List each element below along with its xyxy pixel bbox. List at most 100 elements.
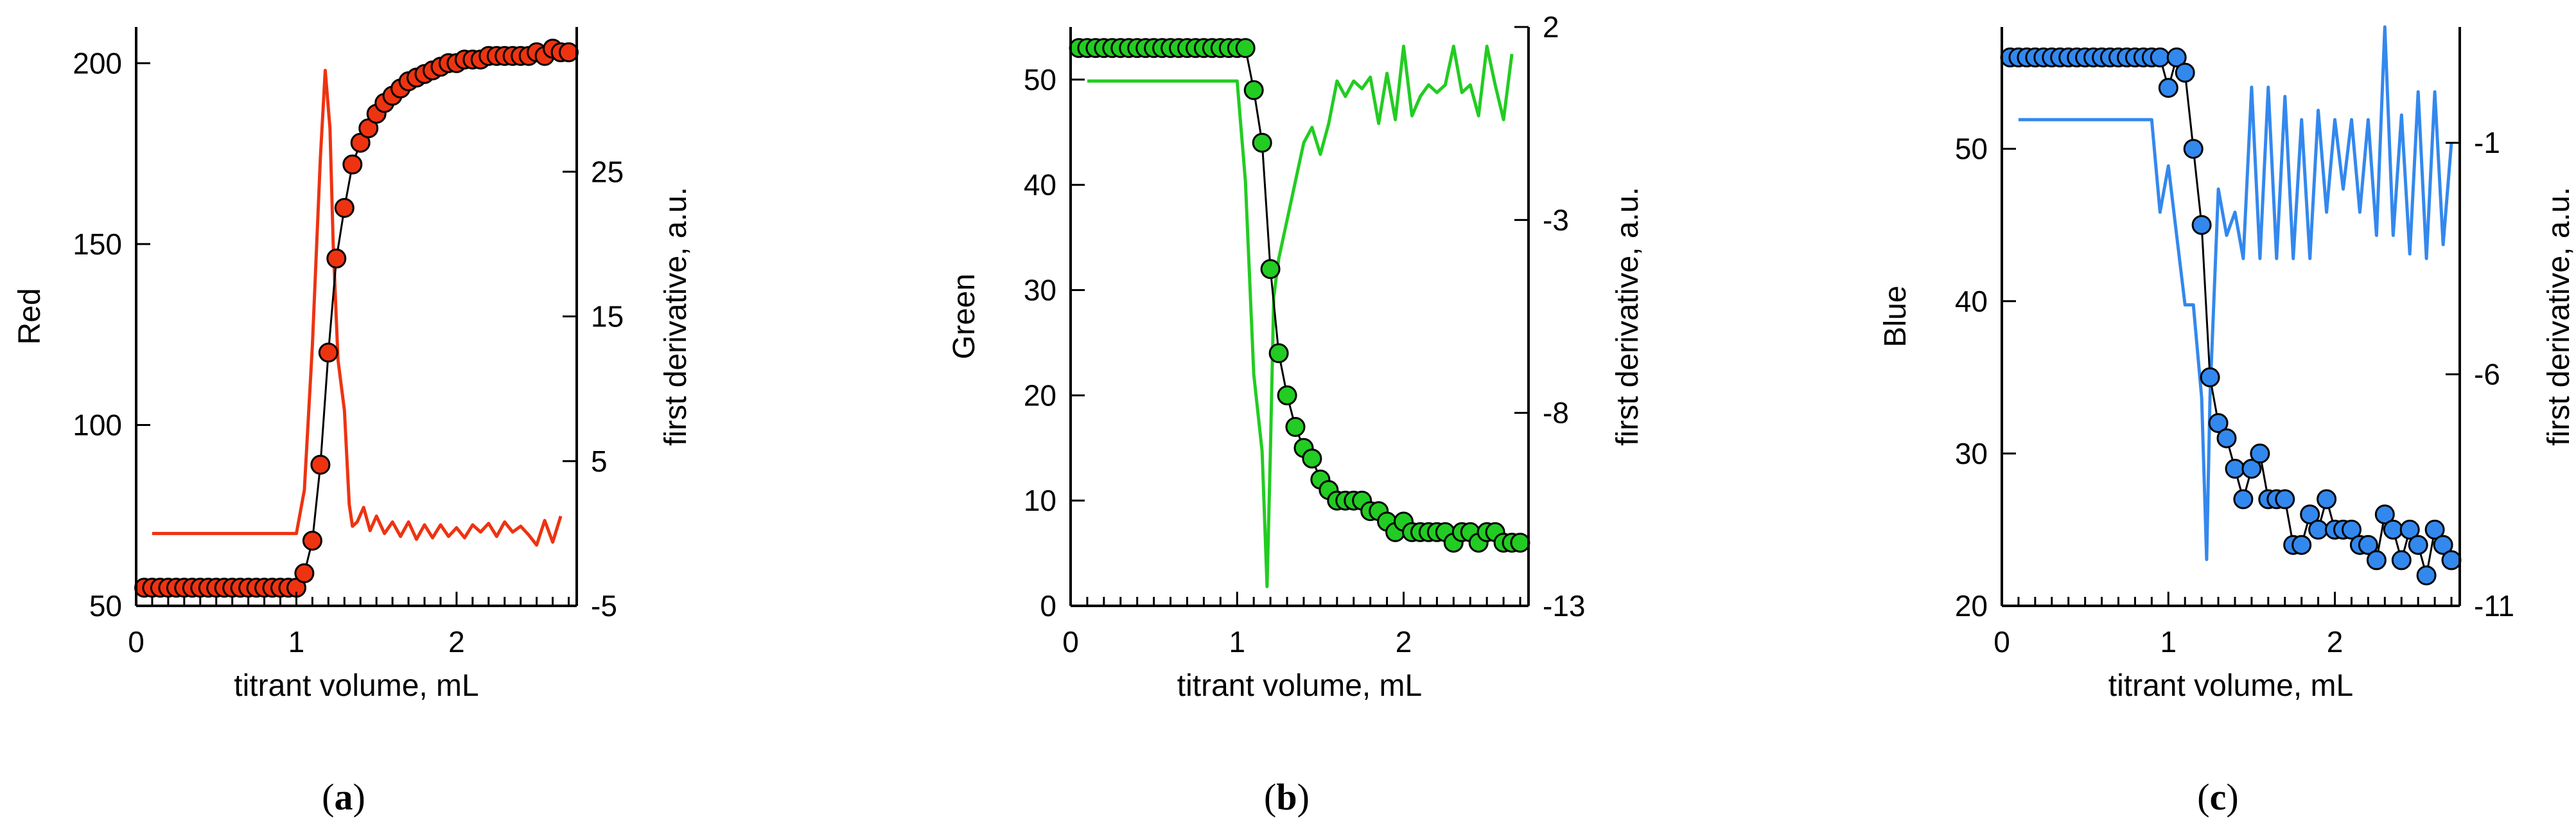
data-point (1277, 385, 1297, 405)
y2-tick-label: -6 (2474, 358, 2500, 391)
y-tick-label: 50 (89, 589, 122, 623)
data-point (2441, 550, 2462, 571)
x-axis-title: titrant volume, mL (1177, 669, 1422, 703)
y2-axis-title: first derivative, a.u. (2542, 187, 2576, 446)
data-point (2183, 139, 2204, 159)
data-point (2291, 535, 2312, 555)
y2-tick-label: -8 (1543, 396, 1569, 430)
x-tick-label: 1 (1229, 625, 1245, 659)
derivative-line (152, 69, 563, 547)
data-point (310, 454, 331, 475)
panel-a: 0 1 2 50 100 150 200 -5 5 15 25 titrant volume, mL R… (13, 27, 693, 818)
data-point (2208, 413, 2229, 433)
data-point (2358, 535, 2378, 555)
data-connecting-line (144, 48, 569, 589)
y2-axis-title: first derivative, a.u. (1611, 187, 1645, 446)
panel-letter: b (1276, 776, 1297, 818)
data-point (2275, 489, 2295, 509)
data-point (2308, 519, 2329, 540)
y2-tick-label: 15 (591, 300, 624, 333)
data-point (342, 154, 363, 175)
y-axis-title: Red (13, 288, 47, 344)
data-point (2342, 519, 2361, 540)
data-point (559, 42, 579, 62)
data-point (1235, 38, 1256, 58)
x-tick-label: 0 (128, 625, 145, 659)
y2-tick-label: 2 (1543, 10, 1559, 44)
y-tick-label: 30 (1955, 437, 1988, 470)
y-tick-label: 20 (1955, 589, 1988, 623)
data-point (1302, 448, 1322, 469)
data-point (2191, 215, 2212, 235)
panel-letter: a (335, 776, 353, 818)
data-point (302, 531, 322, 551)
data-point (2166, 47, 2187, 67)
x-tick-label: 0 (1062, 625, 1079, 659)
data-point (2225, 459, 2245, 479)
data-point (2433, 535, 2453, 555)
panel-label: (b) (1264, 776, 1310, 818)
y2-tick-label: 5 (591, 445, 608, 478)
y2-axis-title: first derivative, a.u. (659, 187, 693, 446)
data-point (1252, 132, 1272, 153)
panel-c: 0 1 2 20 30 40 50 -11 -6 -1 titrant volume, mL Blue… (1879, 25, 2576, 818)
data-point (318, 342, 338, 363)
data-point (294, 563, 315, 583)
x-axis-title: titrant volume, mL (234, 669, 478, 703)
y-tick-label: 50 (1024, 63, 1056, 96)
y-tick-label: 40 (1955, 285, 1988, 318)
x-tick-label: 2 (1396, 625, 1412, 659)
data-point (1268, 343, 1289, 364)
data-point (2200, 367, 2220, 387)
x-tick-label: 1 (288, 625, 305, 659)
data-point (326, 248, 347, 269)
data-point (2391, 550, 2412, 571)
data-point (2241, 459, 2262, 479)
y-tick-label: 200 (73, 46, 122, 80)
data-point (2408, 535, 2428, 555)
data-point (2250, 443, 2270, 464)
y-tick-label: 30 (1024, 274, 1056, 307)
panel-label: (c) (2197, 776, 2238, 818)
derivative-line (2018, 25, 2453, 562)
data-connecting-line (1079, 47, 1520, 545)
y-tick-label: 40 (1024, 168, 1056, 202)
data-connecting-line (2010, 55, 2453, 576)
y2-tick-label: -11 (2474, 589, 2514, 623)
data-point (2150, 47, 2170, 67)
y-tick-label: 100 (73, 408, 122, 441)
data-point (1260, 259, 1281, 279)
y2-tick-label: -13 (1543, 589, 1585, 623)
data-point (334, 198, 355, 218)
y2-tick-label: -1 (2474, 126, 2500, 159)
data-point (2366, 550, 2387, 571)
x-tick-label: 2 (448, 625, 465, 659)
x-tick-label: 1 (2160, 625, 2177, 659)
data-point (1285, 417, 1306, 437)
data-point (2374, 504, 2395, 525)
y-tick-label: 10 (1024, 484, 1056, 517)
y-axis-title: Green (947, 274, 981, 359)
panel-letter: c (2210, 776, 2227, 818)
data-point (2424, 519, 2445, 540)
y-tick-label: 50 (1955, 132, 1988, 166)
x-tick-label: 2 (2327, 625, 2344, 659)
data-point (2300, 504, 2320, 525)
data-point (2399, 519, 2420, 540)
y2-tick-label: 25 (591, 155, 624, 188)
x-axis-title: titrant volume, mL (2108, 669, 2353, 703)
panel-label: (a) (322, 776, 365, 818)
data-point (2317, 489, 2337, 509)
data-point (2158, 78, 2178, 98)
y-tick-label: 150 (73, 227, 122, 261)
y2-tick-label: -5 (591, 589, 617, 623)
x-tick-label: 0 (1993, 625, 2010, 659)
data-point (1243, 80, 1264, 100)
data-point (2383, 519, 2403, 540)
derivative-line (1087, 44, 1514, 589)
data-point (2216, 428, 2237, 448)
y2-tick-label: -3 (1543, 203, 1569, 236)
y-tick-label: 20 (1024, 378, 1056, 412)
